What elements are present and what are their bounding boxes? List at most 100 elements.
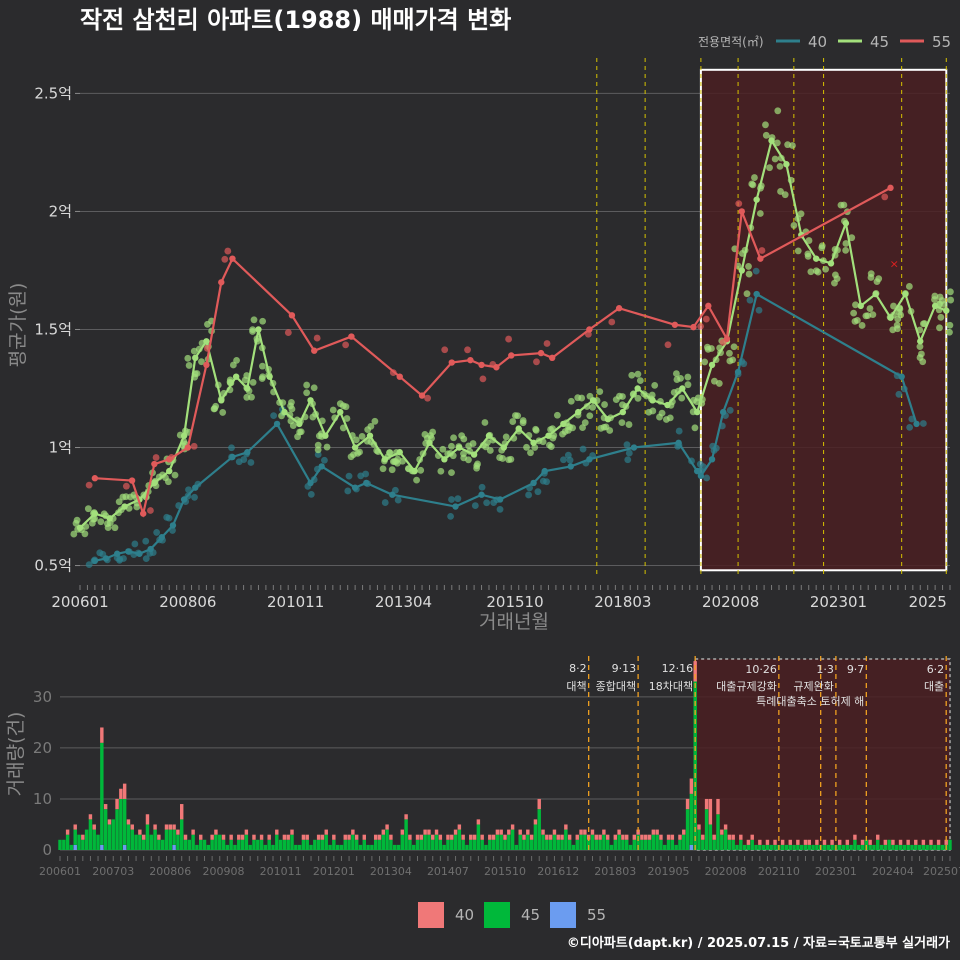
bottom-bar-45 (290, 834, 294, 850)
bottom-bar-40 (644, 834, 648, 840)
top-point-45 (322, 432, 329, 439)
bottom-bar-40 (545, 834, 549, 840)
bottom-bar-45 (545, 839, 549, 850)
bottom-bar-40 (408, 834, 412, 840)
bottom-bar-40 (716, 798, 720, 815)
top-x-tick-label: 201304 (375, 593, 432, 611)
bottom-bar-45 (857, 844, 861, 850)
top-point-45-scatter (807, 268, 815, 276)
bottom-bar-45 (134, 834, 138, 850)
top-point-45-scatter (171, 471, 179, 479)
top-point-40 (307, 479, 314, 487)
bottom-bar-40 (678, 834, 682, 840)
bottom-bar-40 (845, 839, 850, 845)
top-point-40 (734, 368, 742, 376)
top-point-45 (634, 385, 641, 392)
bottom-bar-45 (252, 839, 256, 850)
bottom-bar-45 (160, 839, 165, 850)
bottom-bar-45 (385, 829, 389, 850)
bottom-bar-40 (457, 824, 462, 830)
top-point-40-scatter (131, 540, 139, 548)
top-point-45-scatter (198, 358, 205, 366)
top-point-40 (147, 545, 154, 553)
bottom-bar-45 (586, 839, 591, 850)
top-point-45 (218, 397, 225, 404)
top-point-45-scatter (822, 265, 830, 273)
top-point-55 (311, 347, 318, 354)
bottom-x-tick-label: 201905 (648, 865, 690, 878)
policy-name-label: 규제완화 (793, 680, 833, 693)
top-point-55-scatter (147, 507, 154, 514)
bottom-bar-40 (343, 834, 347, 840)
top-point-55 (418, 392, 426, 399)
bottom-bar-45 (240, 839, 245, 850)
bottom-bar-40 (670, 834, 675, 840)
top-point-45 (456, 444, 463, 451)
bottom-bar-45 (929, 844, 933, 850)
top-point-40-scatter (357, 472, 365, 480)
top-point-45-scatter (729, 356, 737, 364)
bottom-bar-40 (305, 834, 309, 840)
bottom-bar-45 (316, 839, 321, 850)
top-point-40-scatter (153, 529, 161, 536)
bottom-bar-45 (571, 844, 576, 850)
top-point-45-scatter (597, 424, 605, 432)
top-point-40-scatter (345, 472, 353, 480)
top-point-55 (448, 359, 455, 366)
top-point-45 (753, 196, 760, 203)
top-point-55-scatter (881, 193, 889, 201)
bottom-bar-45 (309, 844, 313, 850)
bottom-bar-40 (780, 839, 785, 845)
bottom-bar-45 (807, 844, 811, 850)
top-point-45 (485, 432, 493, 439)
top-point-40 (586, 456, 593, 463)
bottom-bar-40 (564, 824, 568, 830)
top-point-55-scatter (608, 318, 616, 326)
bottom-bar-40 (503, 834, 507, 840)
top-point-40-scatter (85, 561, 93, 569)
top-point-45-scatter (259, 362, 266, 370)
bottom-bar-40 (807, 839, 811, 845)
bottom-bar-40 (385, 824, 389, 830)
top-point-45-scatter (619, 393, 626, 400)
bottom-x-tick-label: 202507 (923, 865, 960, 878)
top-point-45-scatter (204, 320, 211, 328)
bottom-bar-40 (461, 834, 465, 840)
bottom-bar-45 (594, 839, 598, 850)
bottom-bar-45 (811, 844, 815, 850)
bottom-bar-45 (400, 834, 405, 850)
bottom-bar-45 (210, 839, 214, 850)
policy-name-label: 대출 (924, 680, 944, 693)
bottom-bar-45 (297, 844, 302, 850)
bottom-bar-45 (895, 844, 899, 850)
top-point-45-scatter (628, 371, 636, 379)
bottom-bar-40 (377, 834, 382, 840)
bottom-bar-40 (636, 829, 640, 835)
bottom-bar-45 (354, 839, 359, 850)
bottom-bar-45 (408, 839, 412, 850)
top-point-45-scatter (636, 377, 644, 385)
top-point-40-scatter (906, 423, 914, 431)
top-point-40 (229, 453, 236, 461)
bottom-bar-40 (860, 839, 865, 845)
bottom-bar-40 (434, 829, 439, 835)
top-point-55 (151, 460, 158, 468)
top-point-40-scatter (191, 493, 198, 501)
bottom-bar-45 (837, 844, 842, 850)
bottom-bar-45 (761, 844, 766, 850)
bottom-bar-45 (841, 844, 846, 850)
top-point-45-scatter (505, 456, 513, 464)
bottom-bar-45 (868, 844, 872, 850)
top-point-40 (913, 420, 920, 428)
bottom-x-tick-label: 201803 (594, 865, 636, 878)
bottom-x-tick-label: 201510 (484, 865, 526, 878)
bottom-bar-45 (898, 844, 903, 850)
bottom-bar-45 (214, 834, 218, 850)
bottom-bar-45 (199, 839, 203, 850)
top-point-45 (441, 456, 448, 463)
bottom-bar-45 (130, 829, 134, 850)
top-point-40-scatter (454, 495, 462, 503)
bottom-bar-45 (427, 834, 431, 850)
bottom-bar-45 (503, 839, 507, 850)
bottom-bar-40 (122, 783, 127, 799)
